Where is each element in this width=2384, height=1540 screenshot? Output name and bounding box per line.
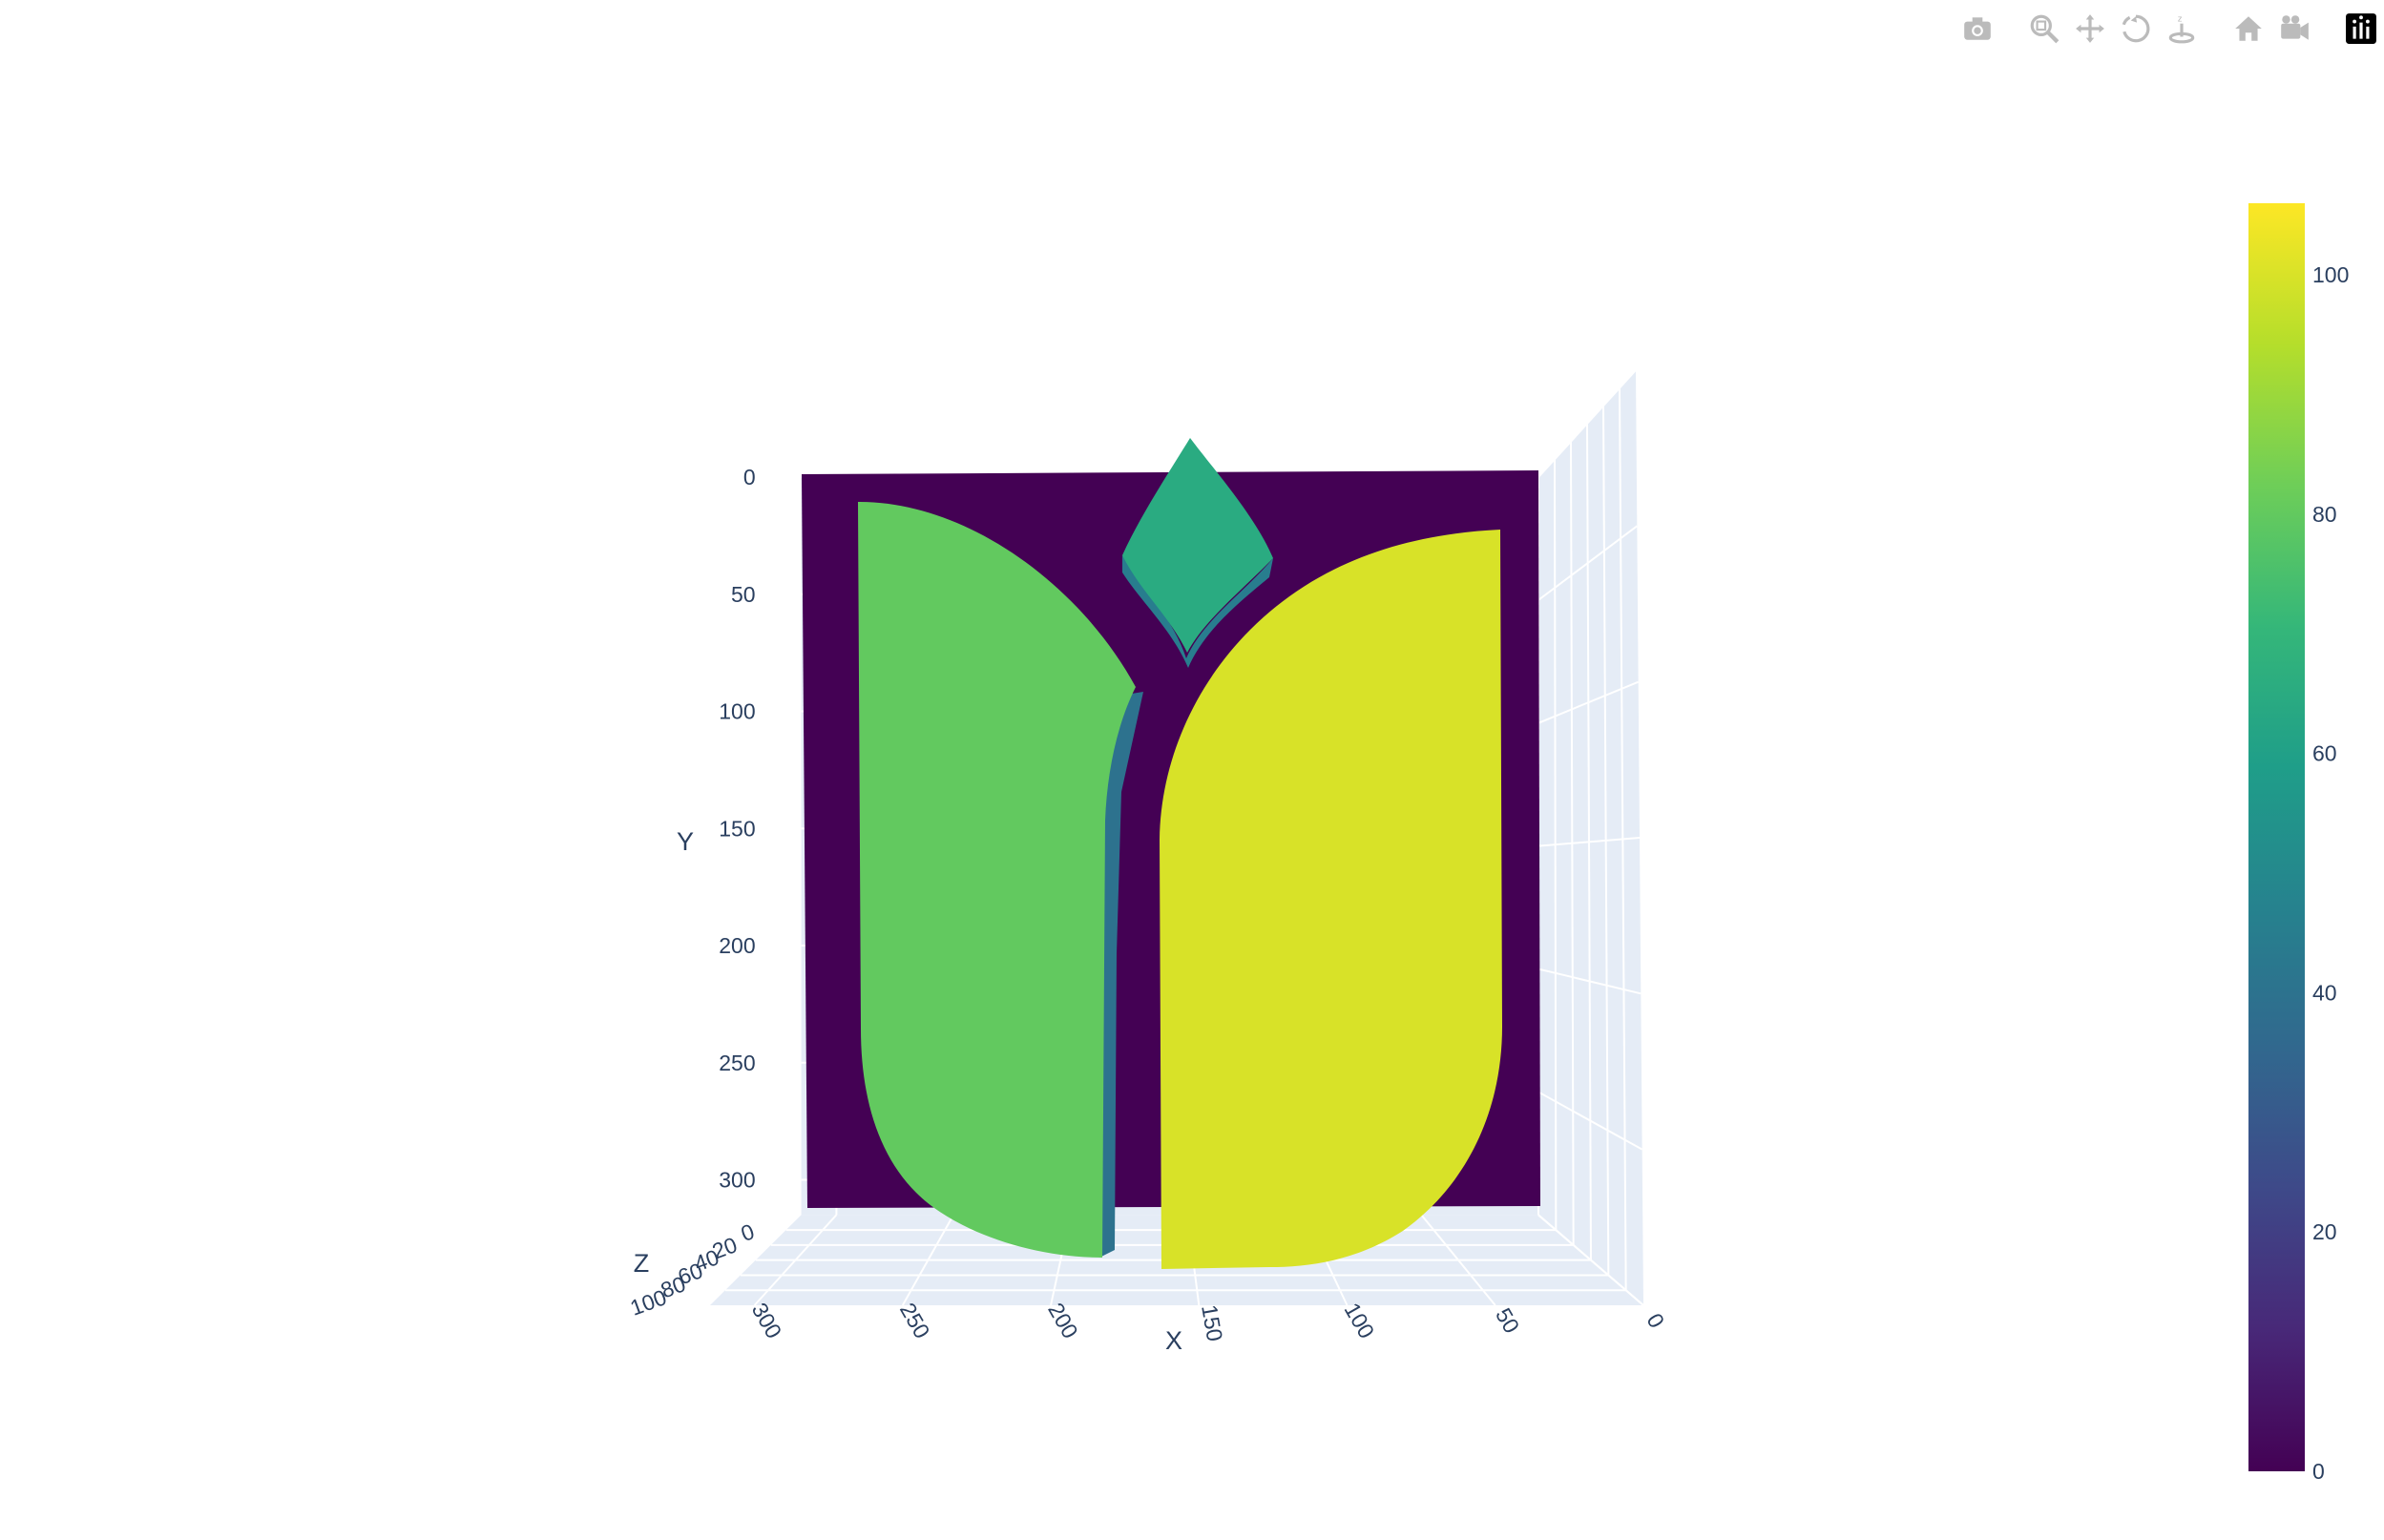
colorbar-tick-label: 80 <box>2312 502 2337 527</box>
colorbar-tick-label: 100 <box>2312 262 2349 287</box>
side-gridline <box>1602 406 1610 1276</box>
home-icon <box>2235 16 2262 41</box>
y-tick-label: 250 <box>719 1051 755 1075</box>
x-tick-label: 50 <box>1491 1303 1524 1337</box>
zoom-button[interactable] <box>2021 10 2067 48</box>
colorbar: 0 20 40 60 80 100 <box>2248 203 2349 1484</box>
camera-button[interactable] <box>1955 10 2000 48</box>
zoom-icon <box>2030 14 2060 44</box>
y-tick-label: 100 <box>719 699 755 724</box>
camera-icon <box>1964 17 1991 40</box>
y-tick-label: 50 <box>731 582 756 607</box>
side-gridline <box>1554 459 1558 1231</box>
camera-view-icon <box>2281 15 2309 40</box>
x-tick-label: 0 <box>1642 1309 1669 1332</box>
camera-view-button[interactable] <box>2271 10 2317 48</box>
y-tick-label: 300 <box>719 1168 755 1193</box>
pan-button[interactable] <box>2067 10 2113 48</box>
side-gridline <box>1586 423 1592 1260</box>
svg-text:z: z <box>2178 14 2183 25</box>
plotly-logo-icon <box>2346 13 2376 44</box>
y-tick-label: 150 <box>719 816 755 841</box>
z-axis-title: Z <box>634 1249 650 1278</box>
colorbar-tick-label: 0 <box>2312 1459 2325 1484</box>
turntable-icon: z <box>2168 14 2195 44</box>
y-axis-title: Y <box>677 827 694 856</box>
x-tick-label: 150 <box>1197 1302 1227 1342</box>
side-gridline <box>1619 387 1627 1291</box>
colorbar-tick-label: 60 <box>2312 741 2337 766</box>
left-leaf <box>858 501 1136 1258</box>
diamond <box>1122 438 1273 653</box>
plotly-logo-button[interactable] <box>2338 10 2384 48</box>
x-axis-title: X <box>1165 1326 1182 1355</box>
orbit-button[interactable] <box>2113 10 2159 48</box>
orbit-icon <box>2122 14 2150 43</box>
modebar: z <box>1955 10 2384 48</box>
colorbar-gradient <box>2248 203 2305 1471</box>
y-tick-label: 200 <box>719 933 755 958</box>
z-tick-label: 0 <box>738 1218 758 1246</box>
side-gridline <box>1570 441 1575 1245</box>
left-leaf-edge <box>1096 692 1143 1258</box>
y-tick-label: 0 <box>743 465 756 489</box>
turntable-button[interactable]: z <box>2159 10 2205 48</box>
side-wall <box>1538 370 1643 1305</box>
colorbar-tick-label: 40 <box>2312 980 2337 1005</box>
diamond-edge <box>1122 555 1273 668</box>
right-leaf <box>1160 530 1502 1269</box>
home-button[interactable] <box>2226 10 2271 48</box>
colorbar-tick-label: 20 <box>2312 1219 2337 1244</box>
pan-icon <box>2076 14 2104 43</box>
